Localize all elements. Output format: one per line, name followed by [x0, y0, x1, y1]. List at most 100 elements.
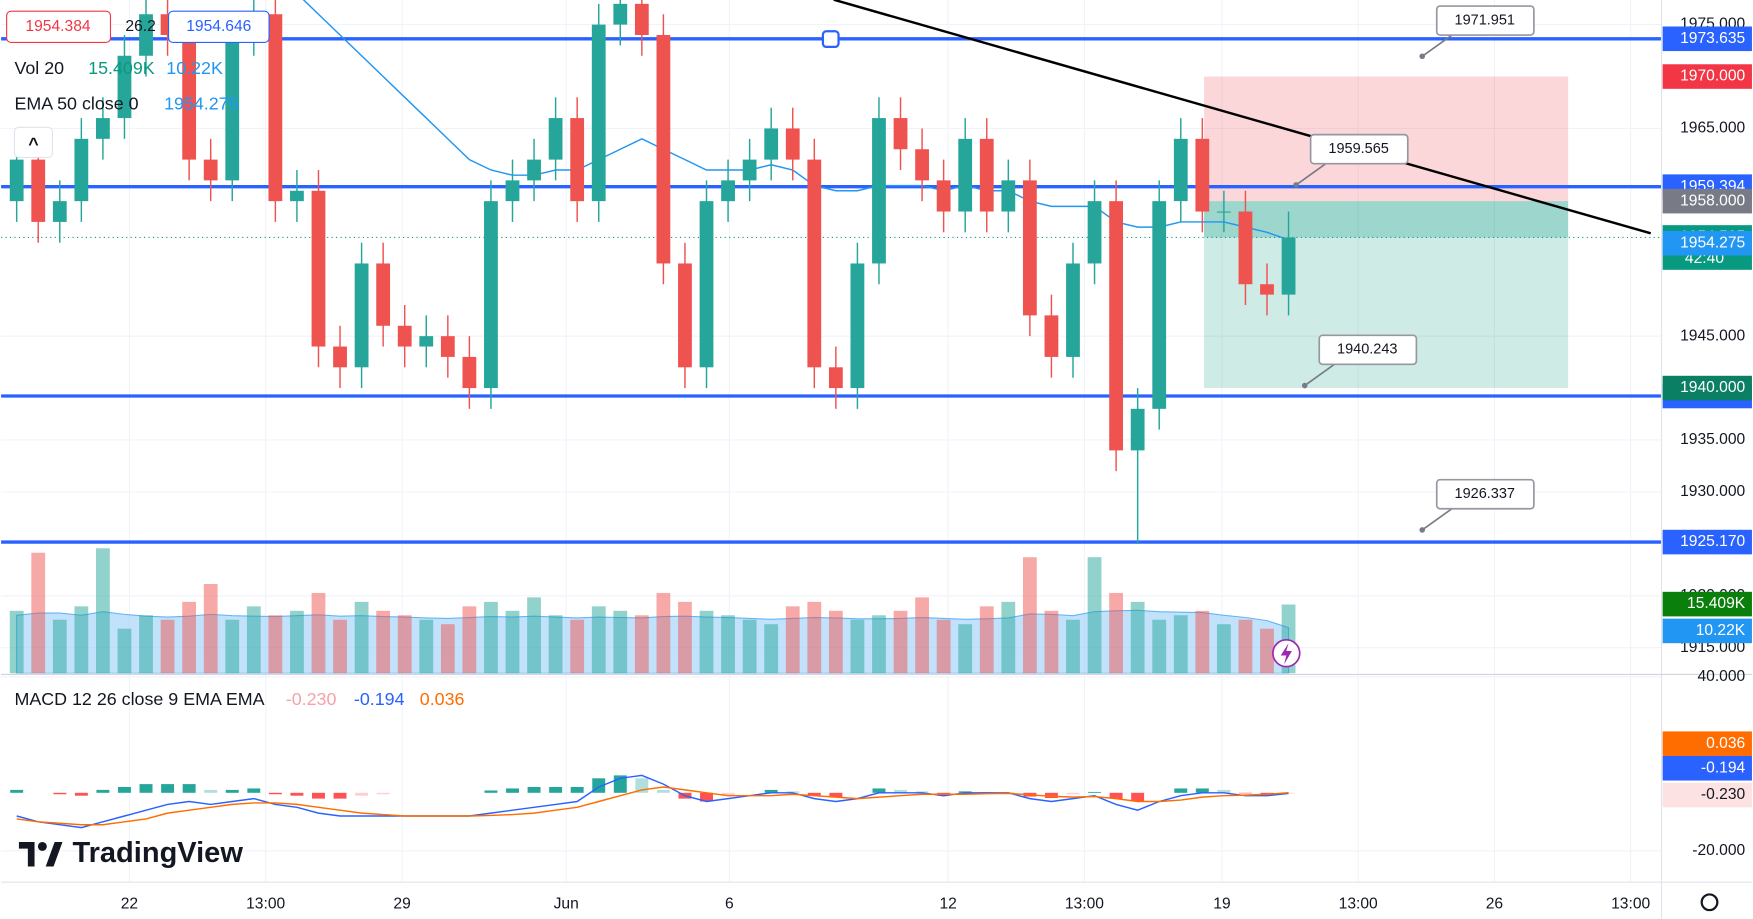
- macd-hist-bar: [376, 792, 390, 795]
- volume-bar: [440, 624, 455, 674]
- callout-pointer: [1304, 362, 1337, 387]
- candle-body: [1260, 284, 1274, 295]
- vol-ma-value: 10.22K: [166, 58, 223, 78]
- candle-body: [225, 34, 240, 181]
- candle-body: [505, 180, 520, 202]
- legend: 1954.384 26.2 1954.646 Vol 20 15.409K 10…: [6, 10, 465, 709]
- x-tick-label: 22: [121, 896, 138, 913]
- candle-body: [462, 356, 477, 389]
- callout-label: 1959.565: [1328, 141, 1388, 157]
- candle-body: [117, 55, 132, 119]
- signal-label: 0.036: [1706, 735, 1745, 752]
- volume-bar: [785, 606, 800, 674]
- x-tick-label: 12: [939, 896, 956, 913]
- macd-hist-bar: [1238, 792, 1252, 794]
- settings-icon[interactable]: [1700, 893, 1719, 912]
- macd-hist-bar: [721, 792, 735, 796]
- volume-bar: [742, 619, 757, 674]
- candle-body: [139, 14, 153, 56]
- y-tick-label: 1945.000: [1680, 327, 1745, 344]
- macd-hist-bar: [656, 789, 670, 793]
- volume-bar: [807, 601, 822, 674]
- macd-hist-bar: [1088, 791, 1102, 793]
- macd-line: [16, 774, 1289, 829]
- candle-body: [915, 149, 929, 181]
- volume-bar: [96, 548, 110, 674]
- candle-body: [268, 14, 283, 202]
- candle-body: [548, 118, 563, 160]
- candle-body: [9, 159, 24, 202]
- candle-body: [52, 201, 67, 222]
- trendline: [833, 0, 1652, 235]
- macd-hist-value: -0.230: [286, 689, 337, 709]
- ema-label: 1954.275: [1680, 234, 1745, 251]
- macd-hist-bar: [1131, 792, 1145, 802]
- candle-body: [678, 263, 692, 368]
- volume-bar: [9, 610, 24, 674]
- volume-bar: [699, 610, 714, 674]
- macd-hist-bar: [549, 787, 563, 793]
- x-tick-label: 13:00: [1611, 896, 1650, 913]
- candle-body: [397, 325, 412, 347]
- ema-label-box: [1662, 230, 1752, 256]
- vol-title: Vol 20: [14, 58, 64, 78]
- volume-bar: [74, 606, 89, 674]
- collapse-button[interactable]: [13, 126, 53, 159]
- candle-body: [311, 190, 326, 347]
- volume-bar: [117, 628, 132, 674]
- macd-hist-bar: [527, 787, 541, 793]
- volume-ma-label-box: [1662, 618, 1752, 644]
- candle-body: [527, 159, 541, 181]
- volume-bar: [1066, 619, 1080, 674]
- volume-bar: [570, 619, 585, 674]
- entry-label: 1958.000: [1680, 192, 1745, 209]
- x-tick-label: Jun: [554, 896, 579, 913]
- level-label: 1925.170: [1680, 533, 1745, 550]
- level-label-box: [1662, 529, 1752, 555]
- candle-body: [1152, 201, 1167, 409]
- candle-body: [591, 24, 606, 202]
- macd-hist-bar: [10, 789, 24, 793]
- candle-body: [1195, 138, 1210, 212]
- volume-bar: [1022, 557, 1037, 674]
- candle-body: [742, 159, 757, 181]
- volume-label: 15.409K: [1687, 595, 1746, 612]
- candle-body: [333, 346, 347, 368]
- candle-body: [1066, 263, 1080, 357]
- volume-bar: [397, 615, 412, 674]
- drawing-handle[interactable]: [821, 30, 840, 49]
- macd-hist-bar: [1109, 792, 1123, 799]
- candle-body: [872, 118, 886, 264]
- logo-mark: [18, 841, 63, 867]
- volume-bar: [634, 615, 649, 674]
- lightning-glyph: [1280, 643, 1292, 665]
- volume-bar: [311, 592, 326, 674]
- x-tick-label: 13:00: [246, 896, 285, 913]
- macd-hist-bar: [117, 787, 131, 793]
- macd-hist-bar: [1174, 788, 1188, 793]
- volume-bar: [1130, 601, 1145, 674]
- macd-hist-bar: [53, 792, 67, 795]
- candle-body: [656, 34, 671, 264]
- signal-label-box: [1662, 731, 1752, 756]
- macd-tick-label: 40.000: [1697, 668, 1745, 685]
- candle-body: [1109, 201, 1124, 451]
- volume-bar: [548, 615, 563, 674]
- bid-box: [6, 10, 112, 43]
- y-tick-label: 1935.000: [1680, 431, 1745, 448]
- macd-hist-bar: [1217, 789, 1231, 793]
- volume-bar: [1216, 624, 1231, 674]
- candle-body: [74, 138, 89, 202]
- macd-hist-bar: [74, 792, 88, 796]
- candle-body: [850, 263, 865, 389]
- callout-pointer: [1421, 33, 1454, 57]
- volume-label-box: [1662, 591, 1752, 617]
- macd-hist-bar: [247, 788, 261, 793]
- candle-body: [484, 201, 498, 389]
- candle-body: [419, 336, 434, 347]
- volume-bar: [1001, 601, 1016, 674]
- macd-hist-bar: [333, 792, 347, 799]
- macd-label: -0.194: [1701, 759, 1746, 776]
- candle-body: [936, 180, 951, 212]
